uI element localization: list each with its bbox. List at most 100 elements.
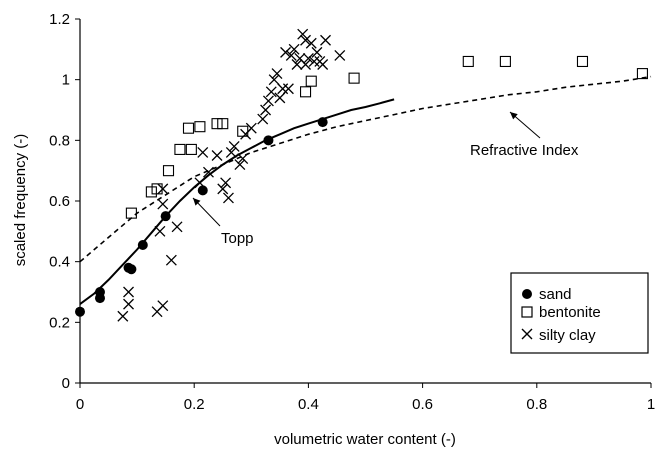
sand-point <box>197 185 208 196</box>
y-tick-label: 1.2 <box>49 11 70 28</box>
sand-point <box>160 211 171 222</box>
bentonite-point <box>576 55 589 68</box>
y-tick-label: 0.4 <box>49 254 70 271</box>
sand-point <box>317 117 328 128</box>
legend-sand-marker <box>522 289 532 299</box>
silty-clay-point <box>311 46 323 58</box>
silty-clay-point <box>157 300 169 312</box>
silty-clay-point <box>228 140 240 152</box>
x-tick-label: 0 <box>76 396 84 413</box>
silty-clay-point <box>305 37 317 49</box>
bentonite-point <box>211 118 223 130</box>
sand-point <box>126 264 137 275</box>
silty-clay-point <box>223 192 234 204</box>
silty-clay-point <box>280 46 292 58</box>
silty-clay-point <box>260 104 272 116</box>
silty-clay-point <box>285 49 297 61</box>
legend-silty-clay-label: silty clay <box>539 327 596 344</box>
sand-point <box>263 135 274 146</box>
x-tick-label: 0.2 <box>184 396 205 413</box>
silty-clay-point <box>197 147 209 158</box>
y-tick-label: 0 <box>62 375 70 392</box>
bentonite-point <box>299 86 312 98</box>
y-axis-title: scaled frequency (-) <box>12 134 29 267</box>
silty-clay-point <box>157 198 169 210</box>
bentonite-point <box>348 72 360 84</box>
legend-silty-clay-marker <box>521 328 533 340</box>
sand-point <box>137 239 148 250</box>
silty-clay-point <box>282 83 294 95</box>
silty-clay-point <box>277 83 289 95</box>
bentonite-point <box>174 143 186 155</box>
bentonite-point <box>305 75 317 87</box>
y-tick-label: 0.2 <box>49 314 70 331</box>
silty-clay-point <box>300 59 312 70</box>
silty-clay-point <box>237 153 249 164</box>
silty-clay-point <box>271 68 283 80</box>
silty-clay-point <box>171 221 183 233</box>
bentonite-point <box>194 121 206 133</box>
x-axis-title: volumetric water content (-) <box>274 431 456 448</box>
silty-clay-point <box>245 122 257 134</box>
x-tick-label: 0.6 <box>412 396 433 413</box>
silty-clay-point <box>123 286 134 298</box>
refractive-index-curve <box>79 75 652 263</box>
refractive-index-label: Refractive Index <box>470 142 579 159</box>
x-tick-label: 0.4 <box>298 396 319 413</box>
silty-clay-point <box>117 310 129 322</box>
y-tick-label: 1 <box>62 72 70 89</box>
plot-area: 0 0.2 0.4 0.6 0.8 1 0 0.2 0.4 0.6 0.8 1 1.2 <box>49 11 655 413</box>
bentonite-point <box>462 55 474 68</box>
silty-clay-point <box>334 49 346 61</box>
legend: sand bentonite silty clay <box>510 272 649 354</box>
y-tick-label: 0.6 <box>49 193 70 210</box>
silty-clay-point <box>274 92 286 104</box>
silty-clay-point <box>291 59 303 70</box>
bentonite-point <box>125 207 137 219</box>
silty-clay-point <box>317 59 329 70</box>
silty-clay-point <box>302 52 314 64</box>
silty-clay-point <box>123 298 134 310</box>
silty-clay-point <box>288 43 300 55</box>
topp-label: Topp <box>221 230 254 247</box>
silty-clay-point <box>262 95 274 107</box>
topp-arrow-head <box>193 198 201 206</box>
silty-clay-point <box>268 74 280 86</box>
silty-clay-point <box>308 56 320 67</box>
silty-clay-point <box>234 159 246 171</box>
silty-clay-point <box>203 166 214 178</box>
bentonite-point <box>499 55 511 68</box>
refractive-index-arrow-head <box>510 112 518 120</box>
bentonite-point <box>151 183 163 195</box>
legend-bentonite-marker <box>521 306 533 318</box>
silty-clay-point <box>211 150 223 161</box>
legend-sand-label: sand <box>539 286 572 303</box>
silty-clay-point <box>217 183 229 195</box>
silty-clay-point <box>220 177 232 189</box>
y-tick-label: 0.8 <box>49 132 70 149</box>
bentonite-point <box>145 186 157 198</box>
silty-clay-point <box>257 113 269 125</box>
silty-clay-point <box>225 147 237 158</box>
bentonite-point <box>182 122 195 134</box>
x-tick-label: 1 <box>647 396 655 413</box>
silty-clay-point <box>265 86 277 98</box>
sand-point <box>94 287 105 297</box>
silty-clay-point <box>194 177 206 189</box>
silty-clay-point <box>154 225 166 237</box>
silty-clay-point <box>297 28 309 40</box>
x-tick-label: 0.8 <box>526 396 547 413</box>
silty-clay-point <box>157 183 169 195</box>
silty-clay-point <box>165 254 177 266</box>
silty-clay-point <box>300 34 312 46</box>
bentonite-point <box>162 165 175 177</box>
topp-curve <box>79 98 395 305</box>
silty-clay-point <box>320 34 331 46</box>
legend-box <box>510 272 649 354</box>
legend-bentonite-label: bentonite <box>539 304 601 321</box>
bentonite-point <box>185 143 197 155</box>
bentonite-point <box>636 68 648 80</box>
sand-point <box>75 306 85 317</box>
bentonite-point <box>217 118 229 130</box>
